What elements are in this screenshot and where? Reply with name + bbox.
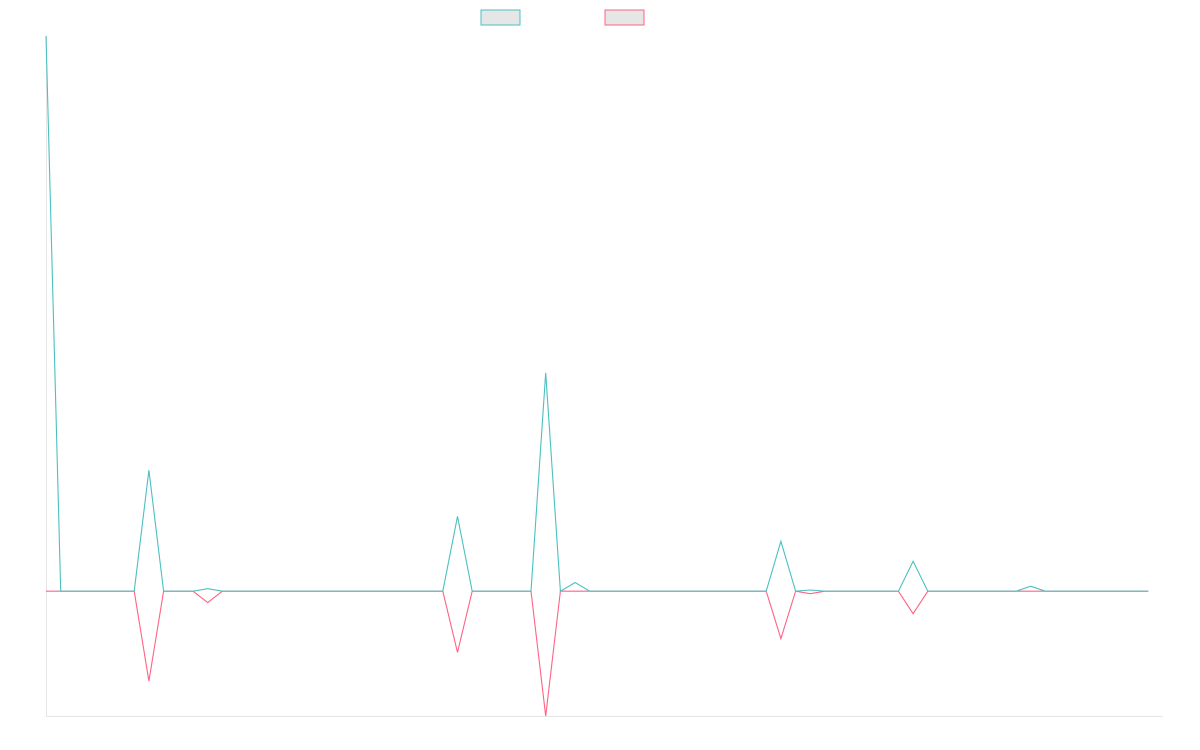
series-lines [45,35,1149,717]
axes [46,36,1163,717]
legend-swatch-2[interactable] [604,9,645,26]
series-line-2 [46,590,1149,717]
series-line-1 [45,35,1149,593]
legend-swatch-1[interactable] [480,9,521,26]
legend[interactable] [480,9,645,26]
